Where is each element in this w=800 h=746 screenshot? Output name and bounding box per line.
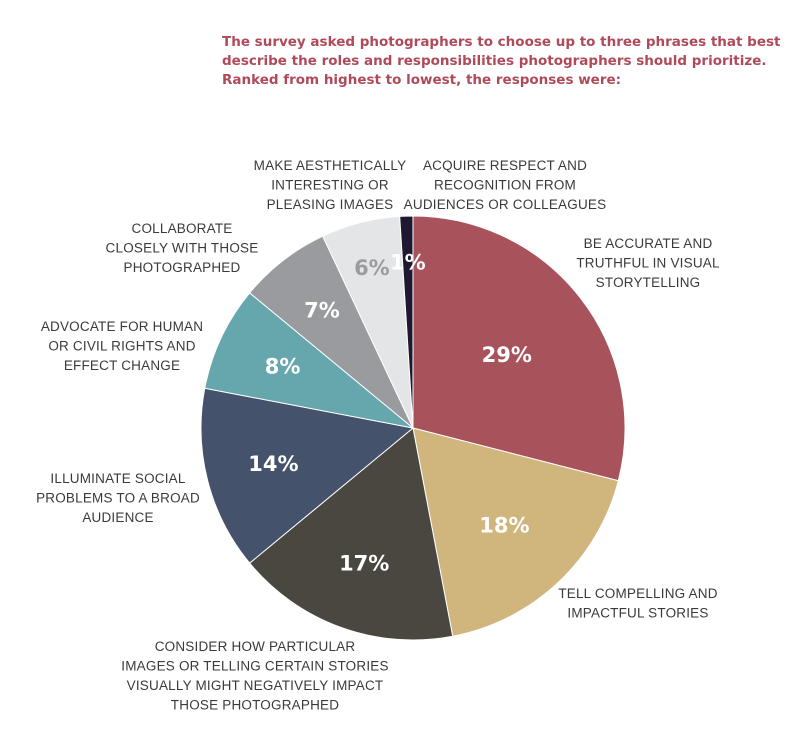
slice-category-label-7: MAKE AESTHETICALLY INTERESTING OR PLEASING…: [254, 158, 407, 212]
pie-percent-labels: 29% 18% 17% 14% 8% 7% 6% 1%: [248, 251, 532, 576]
category-label-line: PHOTOGRAPHED: [124, 260, 241, 275]
category-label-line: IMPACTFUL STORIES: [567, 606, 708, 621]
slice-category-label-3: CONSIDER HOW PARTICULAR IMAGES OR TELLING…: [121, 639, 388, 713]
slice-category-label-2: TELL COMPELLING AND IMPACTFUL STORIES: [558, 586, 717, 621]
category-label-line: AUDIENCES OR COLLEAGUES: [404, 197, 607, 212]
category-label-line: CONSIDER HOW PARTICULAR: [155, 639, 356, 654]
survey-intro-text: The survey asked photographers to choose…: [222, 33, 782, 90]
pie-category-labels: BE ACCURATE AND TRUTHFUL IN VISUAL STORYTE…: [36, 158, 720, 713]
category-label-line: TRUTHFUL IN VISUAL: [576, 256, 720, 271]
pie-slice-5: [204, 292, 414, 429]
slice-category-label-8: ACQUIRE RESPECT AND RECOGNITION FROM AUDIE…: [404, 158, 607, 212]
pie-slice-3: [248, 427, 454, 641]
category-label-line: COLLABORATE: [132, 221, 233, 236]
slice-category-label-1: BE ACCURATE AND TRUTHFUL IN VISUAL STORYTE…: [576, 236, 720, 290]
intro-line-1: The survey asked photographers to choose…: [222, 34, 781, 50]
intro-line-3: Ranked from highest to lowest, the respo…: [222, 72, 622, 88]
slice-percent-label-3: 17%: [339, 552, 389, 576]
category-label-line: TELL COMPELLING AND: [558, 586, 717, 601]
slice-percent-label-5: 8%: [265, 355, 301, 379]
slice-percent-label-7: 6%: [354, 256, 390, 280]
slice-category-label-5: ADVOCATE FOR HUMAN OR CIVIL RIGHTS AND EFF…: [41, 319, 203, 373]
category-label-line: MAKE AESTHETICALLY: [254, 158, 407, 173]
category-label-line: THOSE PHOTOGRAPHED: [171, 698, 339, 713]
slice-percent-label-1: 29%: [482, 343, 532, 367]
category-label-line: ADVOCATE FOR HUMAN: [41, 319, 203, 334]
pie-slice-2: [412, 427, 619, 637]
category-label-line: PLEASING IMAGES: [267, 197, 394, 212]
pie-slice-8: [399, 215, 414, 429]
slice-category-label-4: ILLUMINATE SOCIAL PROBLEMS TO A BROAD AUDI…: [36, 471, 200, 525]
category-label-line: RECOGNITION FROM: [434, 178, 576, 193]
category-label-line: ILLUMINATE SOCIAL: [50, 471, 185, 486]
category-label-line: CLOSELY WITH THOSE: [106, 241, 259, 256]
category-label-line: EFFECT CHANGE: [64, 358, 180, 373]
slice-percent-label-6: 7%: [304, 299, 340, 323]
slice-percent-label-8: 1%: [390, 251, 426, 275]
slice-percent-label-2: 18%: [479, 513, 529, 537]
category-label-line: ACQUIRE RESPECT AND: [423, 158, 587, 173]
category-label-line: PROBLEMS TO A BROAD: [36, 491, 200, 506]
slice-category-label-6: COLLABORATE CLOSELY WITH THOSE PHOTOGRAPHE…: [106, 221, 259, 275]
pie-slices: [200, 215, 626, 641]
category-label-line: AUDIENCE: [82, 510, 153, 525]
slice-percent-label-4: 14%: [248, 452, 298, 476]
category-label-line: BE ACCURATE AND: [584, 236, 713, 251]
category-label-line: OR CIVIL RIGHTS AND: [48, 339, 195, 354]
category-label-line: VISUALLY MIGHT NEGATIVELY IMPACT: [127, 678, 384, 693]
category-label-line: INTERESTING OR: [271, 178, 389, 193]
category-label-line: STORYTELLING: [596, 275, 701, 290]
pie-slice-4: [200, 387, 415, 564]
intro-line-2: describe the roles and responsibilities …: [222, 53, 767, 69]
category-label-line: IMAGES OR TELLING CERTAIN STORIES: [121, 659, 388, 674]
pie-slice-1: [412, 215, 626, 482]
